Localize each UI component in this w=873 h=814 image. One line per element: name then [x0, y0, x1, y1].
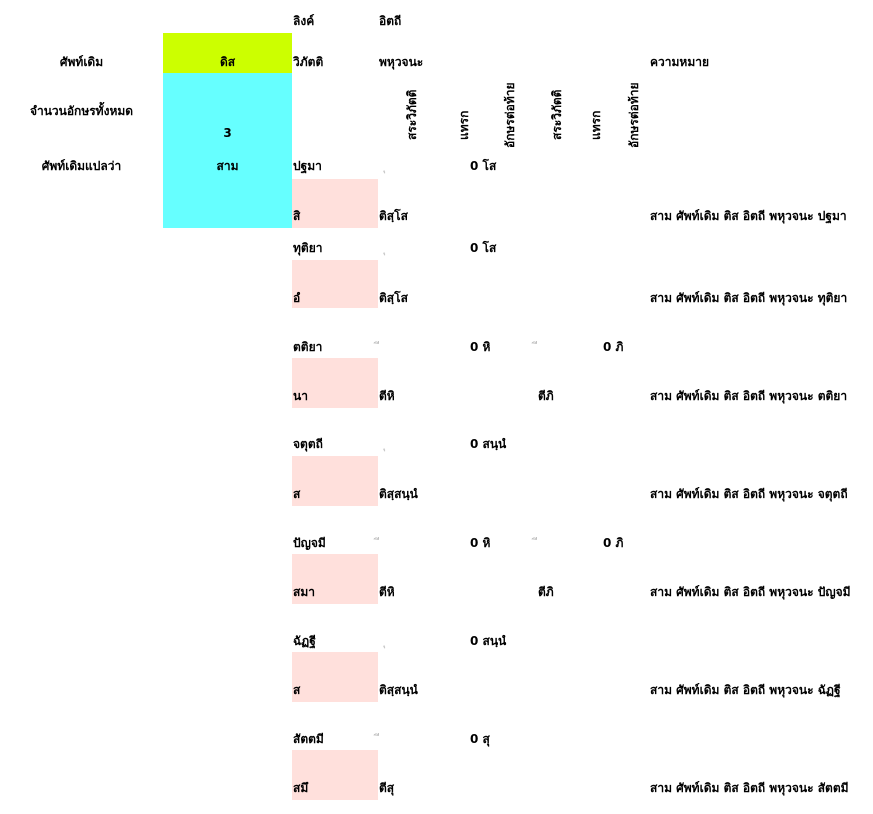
meaning-header: ความหมาย	[650, 55, 710, 69]
letter-count-value: 3	[223, 126, 232, 140]
declined-form: ตีหิ	[379, 585, 395, 599]
case-name: ปฐมา	[293, 159, 322, 173]
case-ending: อํ	[293, 291, 301, 305]
letter-count-label: จำนวนอักษรทั้งหมด	[29, 104, 134, 118]
case-ending: สมา	[293, 585, 315, 599]
suffix-value-2: 0 ภิ	[603, 340, 624, 354]
row-meaning: สาม ศัพท์เดิม ติส อิตถี พหุวจนะ ฉัฏฐี	[650, 683, 841, 697]
col-suffix-2: อักษรต่อท้าย	[627, 82, 641, 148]
row-meaning: สาม ศัพท์เดิม ติส อิตถี พหุวจนะ ปฐมา	[650, 209, 847, 223]
suffix-value: 0 หิ	[470, 340, 491, 354]
col-suffix-1: อักษรต่อท้าย	[503, 82, 517, 148]
declined-form-2: ตีภิ	[538, 585, 554, 599]
ending-cell[interactable]	[292, 456, 378, 506]
word-meaning-value: สาม	[216, 159, 239, 173]
row-meaning: สาม ศัพท์เดิม ติส อิตถี พหุวจนะ จตุตถี	[650, 487, 848, 501]
case-ending: สิ	[293, 209, 301, 223]
case-ending: ส	[293, 487, 301, 501]
original-word-cell[interactable]	[163, 33, 292, 73]
case-ending: ส	[293, 683, 301, 697]
gender-value: อิตถี	[379, 14, 402, 28]
case-name: ตติยา	[293, 340, 323, 354]
ending-cell[interactable]	[292, 652, 378, 702]
suffix-value: 0 สนฺนํ	[470, 437, 507, 451]
suffix-value: 0 หิ	[470, 536, 491, 550]
ending-cell[interactable]	[292, 358, 378, 408]
row-meaning: สาม ศัพท์เดิม ติส อิตถี พหุวจนะ ปัญจมี	[650, 585, 851, 599]
gender-label: ลิงค์	[293, 14, 315, 28]
ending-cell[interactable]	[292, 554, 378, 604]
row-meaning: สาม ศัพท์เดิม ติส อิตถี พหุวจนะ ทุติยา	[650, 291, 848, 305]
suffix-value: 0 โส	[470, 159, 497, 173]
original-word-label: ศัพท์เดิม	[59, 55, 104, 69]
ending-cell[interactable]	[292, 750, 378, 800]
ending-cell[interactable]	[292, 179, 378, 228]
suffix-value: 0 สนฺนํ	[470, 634, 507, 648]
col-insert-2: แทรก	[589, 110, 603, 140]
declined-form: ตีสุ	[379, 781, 395, 795]
case-name: ปัญจมี	[293, 536, 326, 550]
number-value: พหุวจนะ	[379, 55, 424, 69]
row-meaning: สาม ศัพท์เดิม ติส อิตถี พหุวจนะ สัตตมี	[650, 781, 849, 795]
declined-form: ติสฺโส	[379, 291, 408, 305]
original-word-value: ดิส	[219, 55, 236, 69]
col-insert-1: แทรก	[457, 110, 471, 140]
declined-form: ตีหิ	[379, 389, 395, 403]
suffix-value-2: 0 ภิ	[603, 536, 624, 550]
case-ending: สมึ	[293, 781, 309, 795]
case-label: วิภัตติ	[293, 55, 324, 69]
case-name: สัตตมี	[293, 732, 324, 746]
word-info-cell[interactable]	[163, 73, 292, 228]
suffix-value: 0 โส	[470, 241, 497, 255]
case-name: ทุติยา	[293, 241, 323, 255]
case-ending: นา	[293, 389, 308, 403]
declined-form: ติสฺสนฺนํ	[379, 487, 418, 501]
col-vowel-case-2: สระวิภัตติ	[550, 89, 564, 140]
case-name: ฉัฏฐี	[293, 634, 316, 648]
declined-form-2: ตีภิ	[538, 389, 554, 403]
col-vowel-case-1: สระวิภัตติ	[405, 89, 419, 140]
row-meaning: สาม ศัพท์เดิม ติส อิตถี พหุวจนะ ตติยา	[650, 389, 848, 403]
case-name: จตุตถี	[293, 437, 323, 451]
word-meaning-label: ศัพท์เดิมแปลว่า	[41, 159, 122, 173]
declined-form: ติสฺโส	[379, 209, 408, 223]
suffix-value: 0 สุ	[470, 732, 490, 746]
ending-cell[interactable]	[292, 260, 378, 308]
declined-form: ติสฺสนฺนํ	[379, 683, 418, 697]
